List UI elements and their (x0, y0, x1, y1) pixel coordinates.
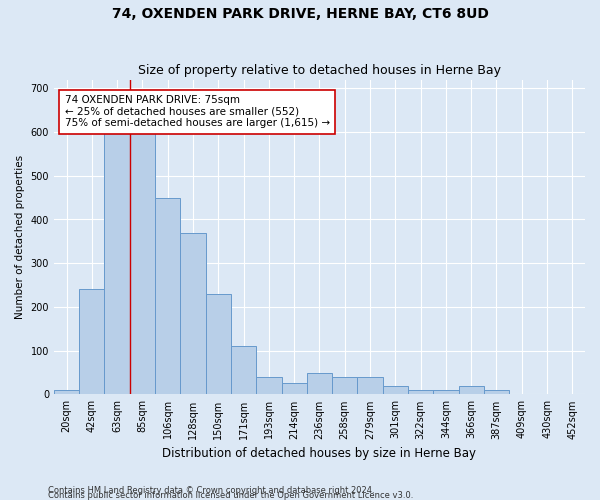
Bar (104, 114, 130, 394)
Bar (281, 384, 307, 394)
Title: Size of property relative to detached houses in Herne Bay: Size of property relative to detached ho… (138, 64, 501, 77)
Bar (155, 198, 181, 394)
Bar (408, 390, 433, 394)
Bar (206, 294, 231, 394)
Bar (79, 290, 104, 395)
Bar (433, 390, 458, 394)
Bar (231, 346, 256, 395)
Bar (383, 386, 408, 394)
Text: 74 OXENDEN PARK DRIVE: 75sqm
← 25% of detached houses are smaller (552)
75% of s: 74 OXENDEN PARK DRIVE: 75sqm ← 25% of de… (65, 96, 329, 128)
Text: Contains HM Land Registry data © Crown copyright and database right 2024.: Contains HM Land Registry data © Crown c… (48, 486, 374, 495)
Y-axis label: Number of detached properties: Number of detached properties (15, 155, 25, 319)
Bar (458, 386, 484, 394)
X-axis label: Distribution of detached houses by size in Herne Bay: Distribution of detached houses by size … (163, 447, 476, 460)
Bar (358, 377, 383, 394)
Bar (332, 377, 358, 394)
Text: Contains public sector information licensed under the Open Government Licence v3: Contains public sector information licen… (48, 491, 413, 500)
Bar (307, 372, 332, 394)
Bar (256, 377, 281, 394)
Bar (130, 114, 155, 394)
Bar (54, 390, 79, 394)
Text: 74, OXENDEN PARK DRIVE, HERNE BAY, CT6 8UD: 74, OXENDEN PARK DRIVE, HERNE BAY, CT6 8… (112, 8, 488, 22)
Bar (181, 232, 206, 394)
Bar (484, 390, 509, 394)
